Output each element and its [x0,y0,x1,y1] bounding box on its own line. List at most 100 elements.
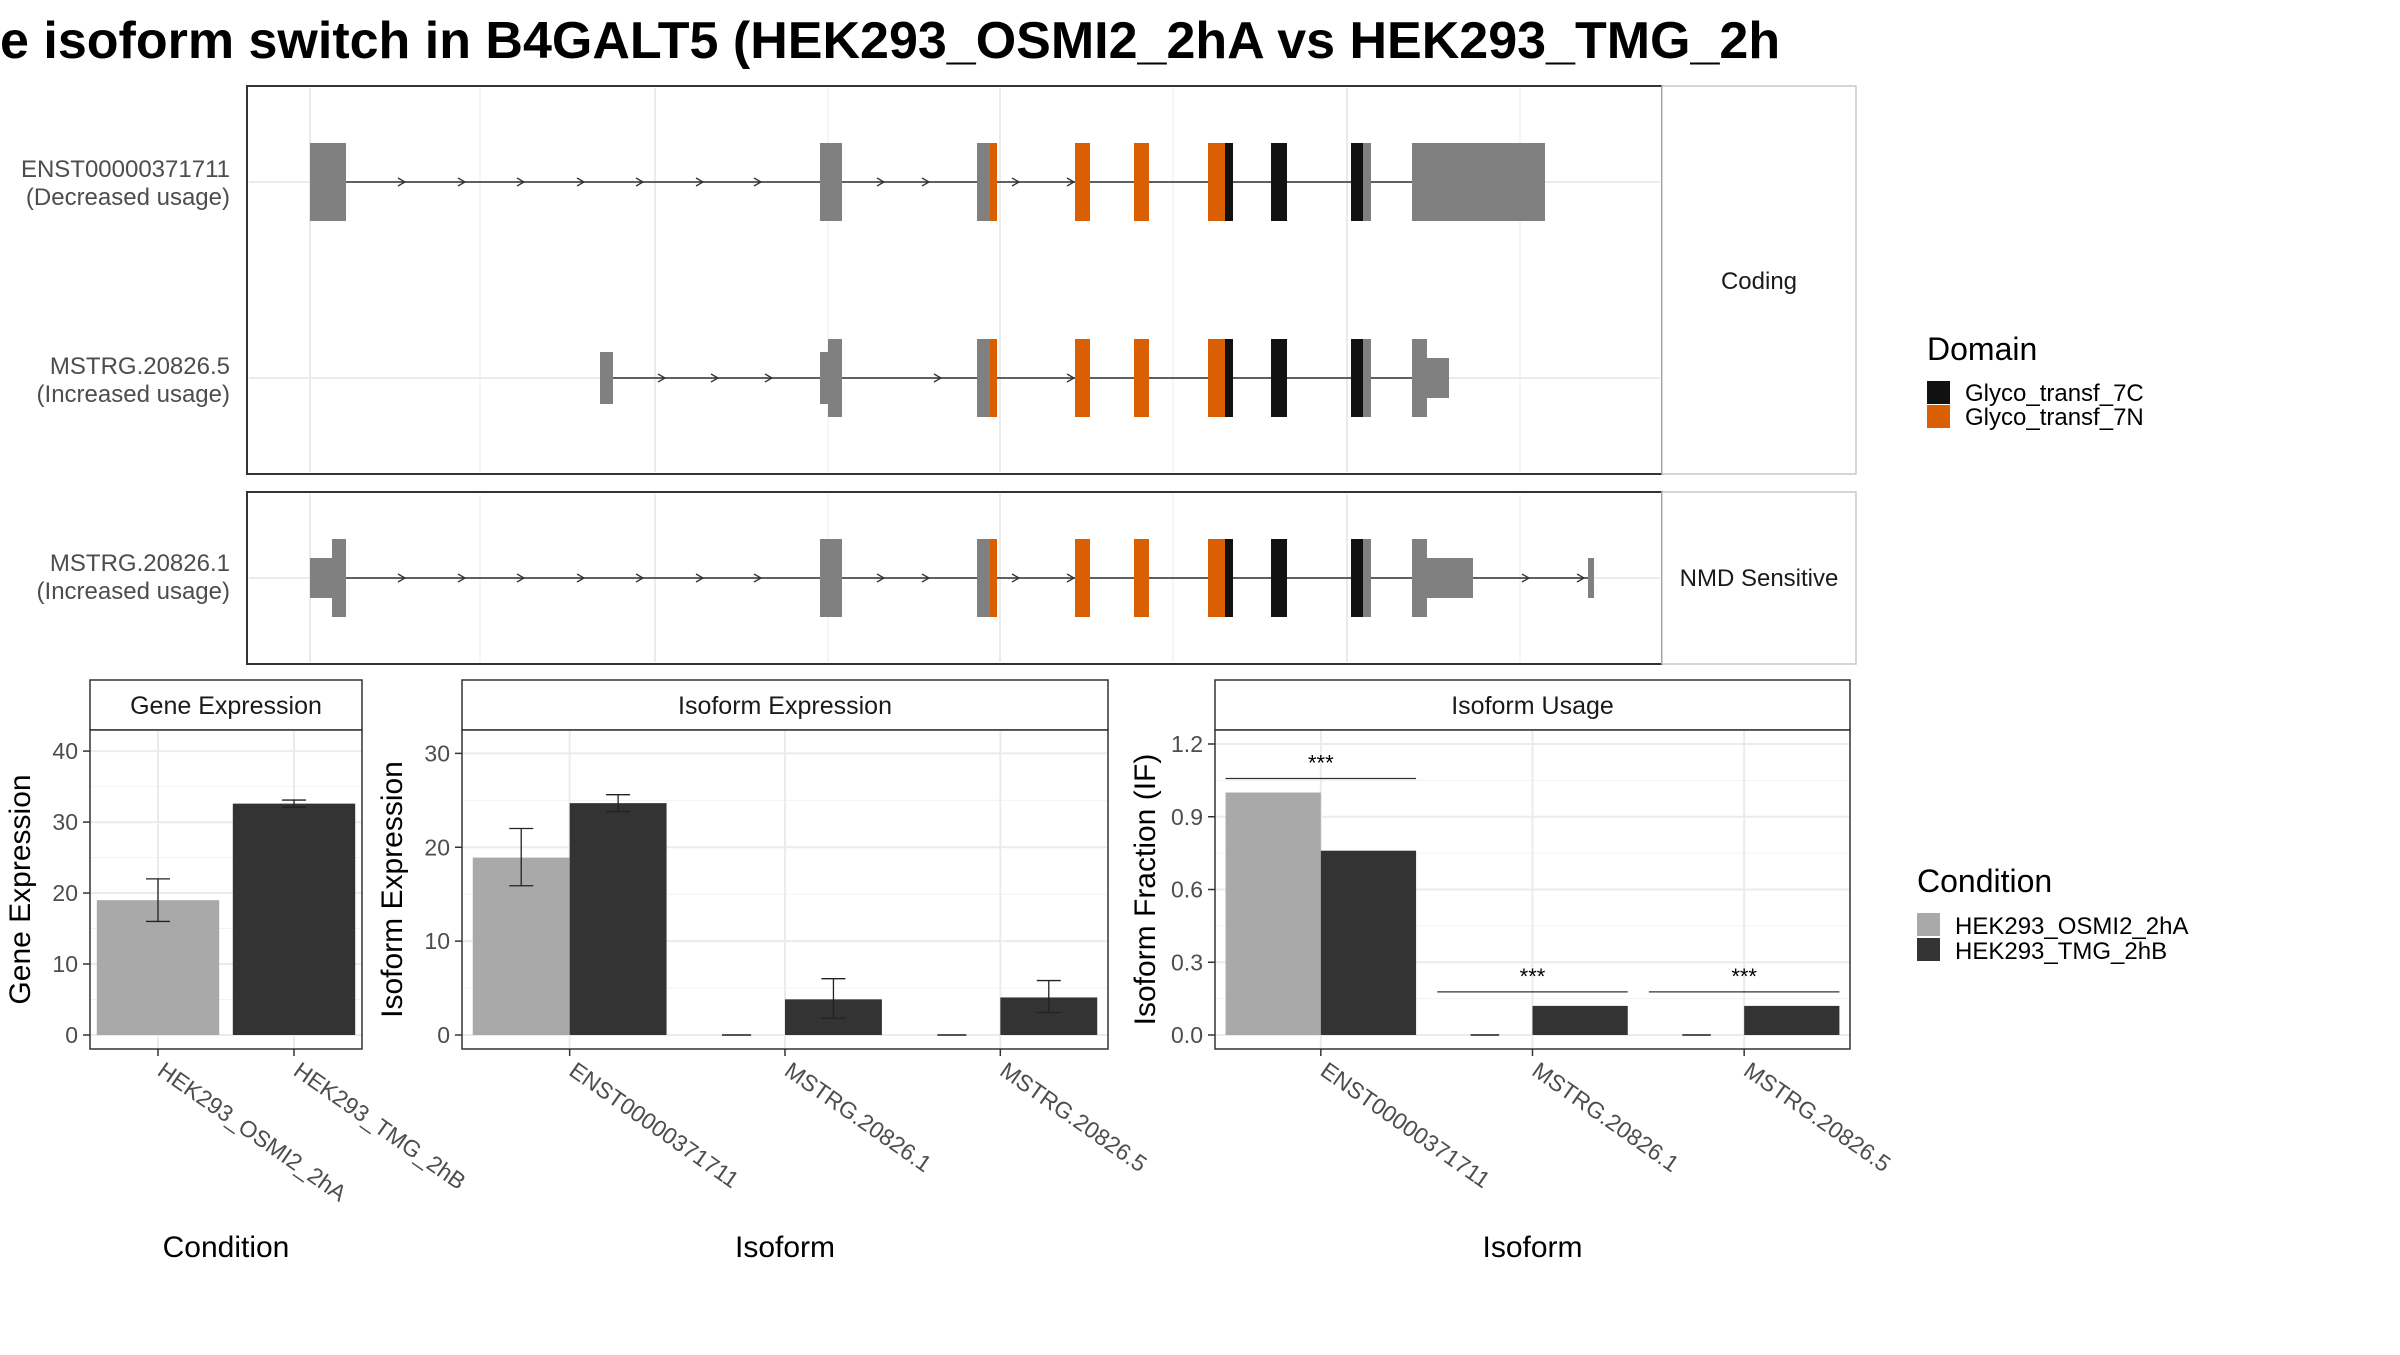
bar-enst00000371711-series-1 [1320,850,1417,1035]
strand-arrow [1011,177,1021,187]
x-axis-title: Isoform [1482,1231,1582,1264]
condition-legend-swatch-a [1917,913,1940,936]
strand-arrow [1576,573,1586,583]
x-tick-label: ENST00000371711 [565,1057,744,1193]
y-tick-label: 0.9 [1171,804,1203,830]
exon [977,339,990,417]
strand-arrow [876,177,886,187]
bar-mstrg-20826-5-series-1 [1744,1005,1840,1035]
exon [1588,558,1594,598]
strand-arrow [1011,573,1021,583]
strand-arrow [397,573,407,583]
exon [820,143,842,221]
domain-7n-exon [1208,539,1225,617]
bar-hek293_osmi2_2ha [96,900,220,1035]
strand-arrow [457,573,467,583]
transcript-tracks [310,143,1594,617]
strand-arrow [516,177,526,187]
x-tick-label: MSTRG.20826.1 [780,1057,936,1177]
domain-legend-label-7c: Glyco_transf_7C [1965,380,2144,407]
strand-arrow [764,373,774,383]
nmd-strip [1661,491,1857,665]
exon [1412,143,1427,221]
y-tick-label: 0.3 [1171,949,1203,975]
y-tick-label: 0 [65,1022,78,1048]
transcript-label-enst00000371711: ENST00000371711 [21,156,230,183]
domain-7c-exon [1351,339,1363,417]
domain-7n-exon [1134,143,1149,221]
exon [310,558,332,598]
transcript-usage-mstrg-20826-1: (Increased usage) [37,578,230,605]
facet-strip-title: Isoform Usage [1451,692,1614,720]
domain-7n-exon [990,539,997,617]
condition-legend-label-b: HEK293_TMG_2hB [1955,938,2167,965]
domain-legend: Domain Glyco_transf_7C Glyco_transf_7N [1927,331,2144,431]
x-tick-label: ENST00000371711 [1316,1057,1495,1193]
strand-arrow [635,177,645,187]
y-axis-title: Isoform Fraction (IF) [1129,754,1162,1026]
condition-legend: Condition HEK293_OSMI2_2hA HEK293_TMG_2h… [1917,863,2188,965]
utr-exon [1427,358,1449,398]
domain-7n-exon [990,143,997,221]
bar-panel-2: Isoform Usage 0.0 0.3 0.6 0.9 1.2 *** *** *** ENS… [1129,679,1896,1264]
strand-arrow [657,373,667,383]
bar-enst00000371711-series-0 [1225,792,1321,1035]
coding-strip [1661,85,1857,475]
domain-legend-title: Domain [1927,331,2037,367]
transcript-label-mstrg-20826-1: MSTRG.20826.1 [50,550,230,577]
y-axis-title: Gene Expression [4,774,37,1004]
domain-legend-label-7n: Glyco_transf_7N [1965,404,2144,431]
strand-arrow [457,177,467,187]
strand-arrow [576,177,586,187]
strand-arrow [933,373,943,383]
x-tick-label: MSTRG.20826.1 [1528,1057,1684,1177]
exon [828,339,842,417]
exon [1363,339,1371,417]
domain-7c-exon [1271,143,1287,221]
exon [332,539,346,617]
exon [820,352,828,404]
exon [600,352,613,404]
strand-arrow [1066,373,1076,383]
exon [1412,539,1427,617]
x-tick-label: MSTRG.20826.5 [995,1057,1151,1177]
g [310,539,1594,617]
domain-7c-exon [1225,539,1233,617]
strand-arrow [753,573,763,583]
domain-7c-exon [1225,339,1233,417]
domain-7n-exon [1075,143,1090,221]
expression-bar-charts: Gene Expression010203040HEK293_OSMI2_2hA… [4,679,1896,1264]
exon [1363,143,1371,221]
strand-arrow [695,177,705,187]
nmd-strip-label: NMD Sensitive [1680,565,1839,592]
bar-enst00000371711-series-1 [569,803,667,1035]
strand-arrow [710,373,720,383]
x-tick-label: MSTRG.20826.5 [1739,1057,1895,1177]
bar-panel-1: Isoform Expression 0 10 20 30 ENST00000371711… [376,679,1152,1264]
strand-arrow [1521,573,1531,583]
utr-exon [1427,558,1473,598]
domain-7n-exon [1075,539,1090,617]
figure-title: e isoform switch in B4GALT5 (HEK293_OSMI… [0,12,1780,70]
strand-arrow [635,573,645,583]
transcript-usage-mstrg-20826-5: (Increased usage) [37,381,230,408]
strand-arrow [753,177,763,187]
transcript-label-mstrg-20826-5: MSTRG.20826.5 [50,353,230,380]
domain-legend-swatch-7c [1927,381,1950,404]
y-tick-label: 0 [437,1022,450,1048]
strand-arrow [1066,573,1076,583]
strand-arrow [516,573,526,583]
strand-arrow [921,177,931,187]
domain-7c-exon [1351,539,1363,617]
bar-hek293_tmg_2hb [232,803,356,1035]
strand-arrow [1066,177,1076,187]
exon [310,143,332,221]
domain-7c-exon [1271,539,1287,617]
y-tick-label: 40 [52,738,78,764]
strand-arrow [921,573,931,583]
domain-7n-exon [1075,339,1090,417]
y-tick-label: 1.2 [1171,731,1203,757]
g [310,143,1545,221]
